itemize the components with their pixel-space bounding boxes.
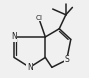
Text: Cl: Cl — [35, 15, 42, 21]
Text: N: N — [27, 63, 33, 72]
Text: N: N — [11, 32, 17, 41]
Text: S: S — [64, 55, 69, 64]
